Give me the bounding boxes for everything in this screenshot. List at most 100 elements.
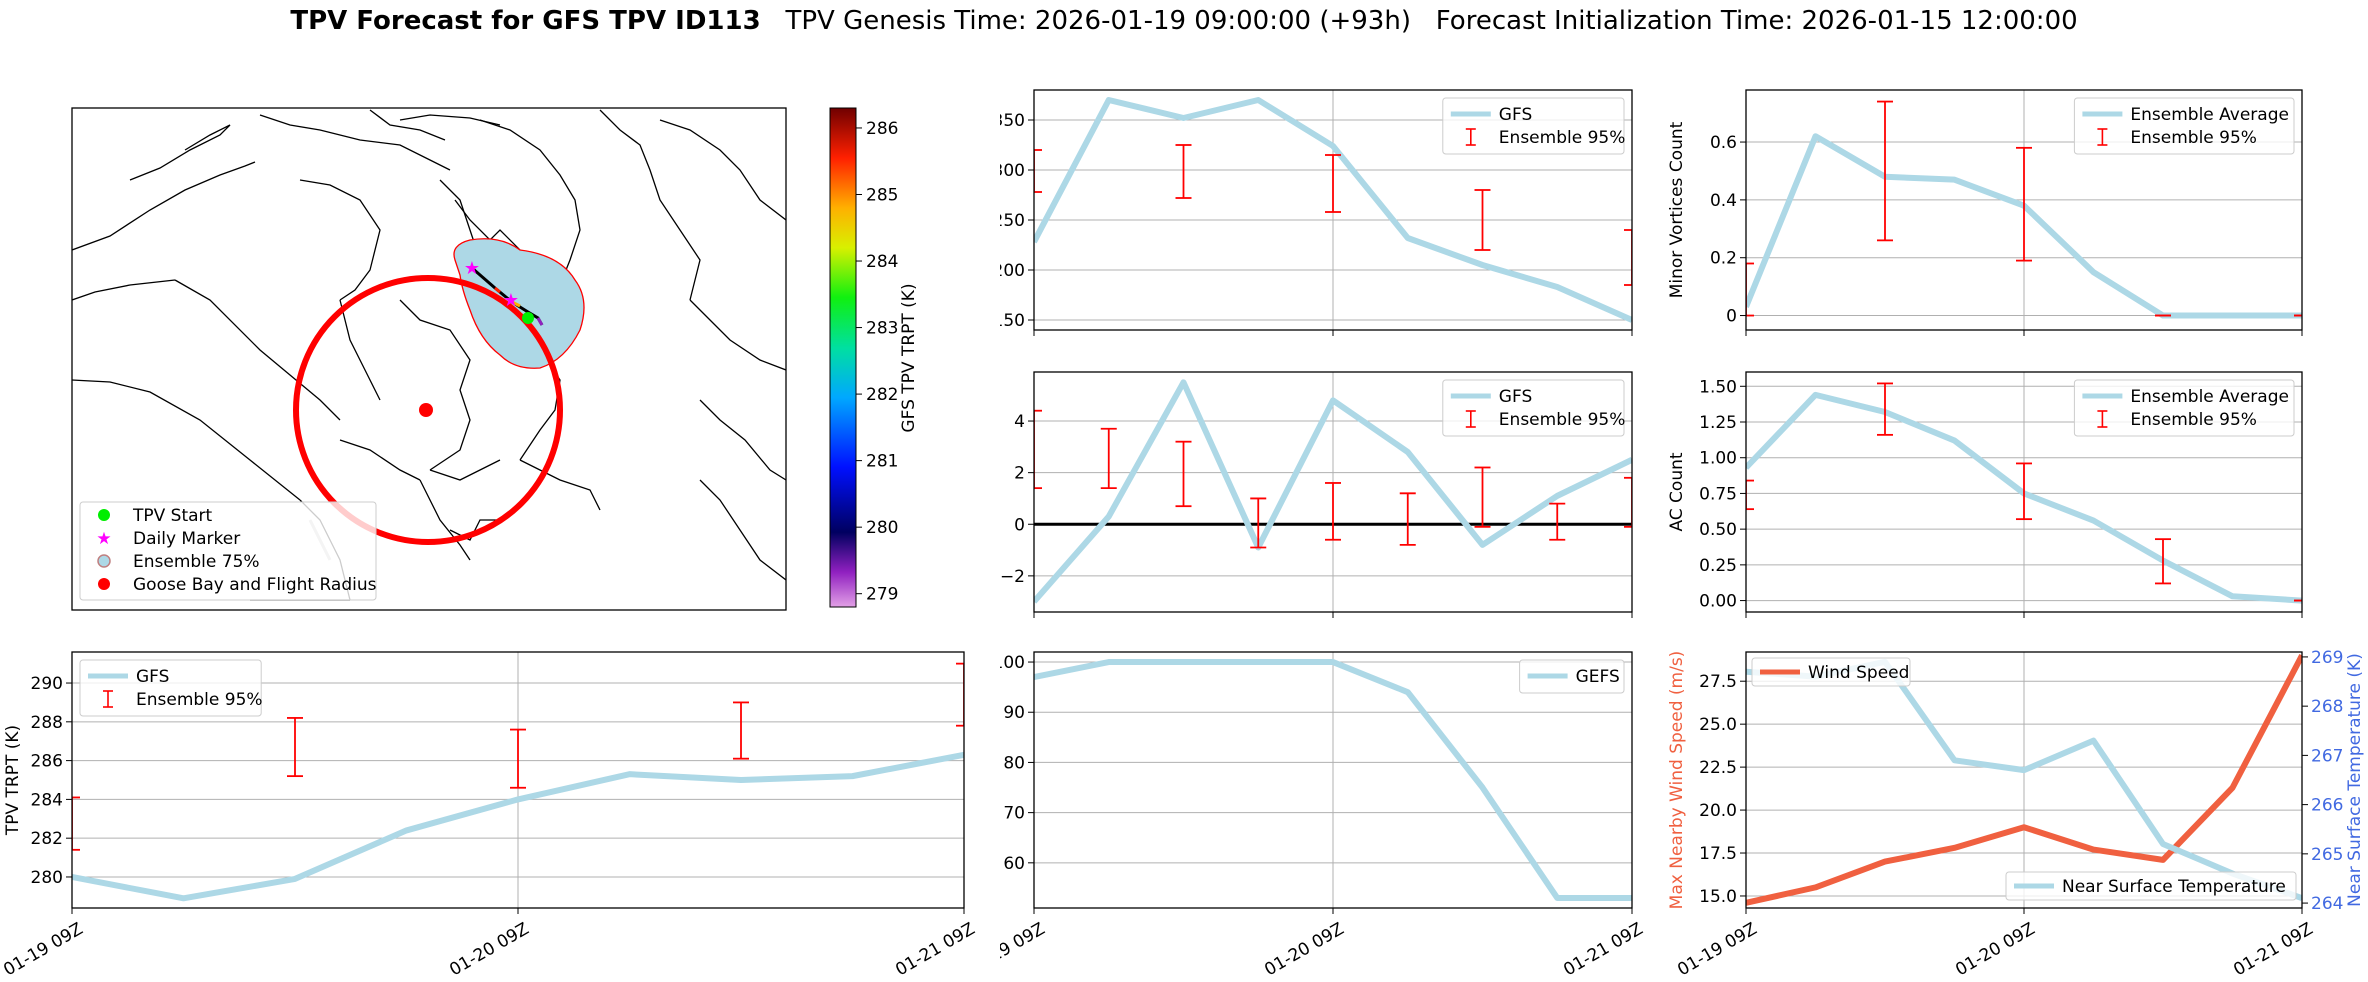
chart-legend: Ensemble Average Ensemble 95% [2073, 379, 2295, 437]
y-tick-label: 60 [1003, 854, 1025, 874]
y-tick-label: 288 [31, 713, 63, 733]
error-bar [72, 796, 80, 851]
legend-star-icon: ★ [96, 529, 111, 549]
y-tick-label: 282 [31, 829, 63, 849]
y2-tick-label: 265 [2311, 845, 2343, 865]
y-tick-label: 1.50 [1699, 377, 1737, 397]
y-tick-label: 1.25 [1699, 413, 1737, 433]
y-tick-label: 286 [31, 752, 63, 772]
colorbar-label: GFS TPV TRPT (K) [899, 283, 919, 432]
y-tick-label: 100 [1000, 653, 1025, 673]
legend-label: GEFS [1576, 667, 1620, 687]
series-line [1746, 654, 2302, 906]
chart-legend: GFS Ensemble 95% [1442, 379, 1626, 437]
y-tick-label: 0.50 [1699, 520, 1737, 540]
y-tick-label: 0 [1014, 515, 1025, 535]
y2-axis-label: Near Surface Temperature (K) [2345, 653, 2365, 907]
error-bar [1877, 382, 1893, 436]
error-bar [1877, 100, 1893, 242]
y-tick-label: 300 [1000, 161, 1025, 181]
y-axis-label: AC Count [1667, 452, 1687, 531]
y2-tick-label: 269 [2311, 648, 2343, 668]
y2-tick-label: 266 [2311, 796, 2343, 816]
series-line [1034, 97, 1632, 323]
legend-goose-label: Goose Bay and Flight Radius [133, 575, 377, 595]
legend-wind-label: Wind Speed [1808, 663, 1909, 683]
series-line [1034, 379, 1632, 604]
legend-start-label: TPV Start [132, 506, 213, 526]
x-tick-label: 01-20 09Z [1952, 919, 2038, 980]
x-tick-label: 01-20 09Z [446, 919, 532, 980]
series-line [72, 751, 964, 902]
error-bar [2155, 538, 2171, 585]
legend-box [2073, 97, 2295, 155]
colorbar-tick-label: 285 [866, 185, 898, 205]
error-bar [1399, 492, 1416, 546]
legend-label: Ensemble Average [2130, 105, 2289, 125]
chart-legend: GFS Ensemble 95% [79, 659, 263, 717]
plot-area [1034, 97, 1632, 323]
trpt-tendency-chart: −2024TPV TRPT Tendency (K/day)GFSEnsembl… [1000, 371, 1633, 618]
error-bar [1250, 497, 1267, 549]
colorbar-tick-label: 284 [866, 252, 898, 272]
error-bar [1175, 440, 1192, 508]
y-tick-label: 0.2 [1710, 249, 1737, 269]
y-tick-label: 150 [1000, 311, 1025, 331]
colorbar [829, 107, 857, 608]
y-tick-label: 200 [1000, 261, 1025, 281]
y-tick-label: 4 [1014, 412, 1025, 432]
y-tick-label: 0.25 [1699, 556, 1737, 576]
y-axis-label: TPV TRPT (K) [3, 725, 23, 836]
y-tick-label: 70 [1003, 804, 1025, 824]
y-tick-label: 80 [1003, 753, 1025, 773]
error-bar [1034, 149, 1042, 193]
error-bar [1549, 502, 1566, 541]
legend-box [2073, 379, 2295, 437]
legend-box [1751, 657, 1911, 687]
legend-label: GFS [1499, 105, 1532, 125]
error-bar [287, 717, 303, 778]
error-bar [1325, 154, 1341, 213]
svg-text:★: ★ [503, 290, 519, 311]
plot-area [1746, 100, 2302, 319]
x-tick-label: 01-19 09Z [1000, 919, 1049, 980]
error-bar [956, 662, 964, 727]
error-bar [1746, 479, 1754, 511]
error-bar [1100, 427, 1117, 490]
plot-area [1746, 382, 2302, 604]
title-bold: TPV Forecast for GFS TPV ID113 [290, 6, 761, 36]
radius-chart: 150200250300350TPV Radius (km)GFSEnsembl… [1000, 89, 1633, 336]
title-init: Forecast Initialization Time: 2026-01-15… [1435, 6, 2078, 36]
y-tick-label: 280 [31, 868, 63, 888]
y-tick-label: 17.5 [1699, 844, 1737, 864]
error-bar [1325, 482, 1341, 541]
map-legend: TPV Start ★ Daily Marker Ensemble 75% Go… [79, 501, 377, 601]
title-genesis: TPV Genesis Time: 2026-01-19 09:00:00 (+… [785, 6, 1411, 36]
y-tick-label: 0.6 [1710, 133, 1737, 153]
y-tick-label: 2 [1014, 464, 1025, 484]
legend-label: Ensemble 95% [1499, 128, 1626, 148]
error-bar [1474, 189, 1491, 251]
y-tick-label: 15.0 [1699, 887, 1737, 907]
error-bar [733, 701, 749, 760]
y-tick-label: 1.00 [1699, 449, 1737, 469]
y-tick-label: 25.0 [1699, 715, 1737, 735]
y-tick-label: −2 [1000, 567, 1025, 587]
x-tick-label: 01-21 09Z [892, 919, 978, 980]
legend-ens75-label: Ensemble 75% [133, 552, 260, 572]
x-tick-label: 01-19 09Z [1674, 919, 1760, 980]
y-tick-label: 22.5 [1699, 758, 1737, 778]
y-tick-label: 0.00 [1699, 592, 1737, 612]
legend-label: Ensemble 95% [1499, 410, 1626, 430]
map-panel: ★ ★ TPV Start ★ Daily Marker Ensemble 75… [71, 107, 919, 611]
error-bar [1746, 262, 1754, 317]
legend-box [2005, 871, 2297, 901]
y2-tick-label: 264 [2311, 894, 2343, 914]
legend-label: Ensemble 95% [136, 690, 263, 710]
y-tick-label: 0.4 [1710, 191, 1737, 211]
y-tick-label: 0 [1726, 307, 1737, 327]
series-line [1034, 659, 1632, 901]
error-bar [1624, 229, 1632, 286]
colorbar-tick-label: 286 [866, 119, 898, 139]
